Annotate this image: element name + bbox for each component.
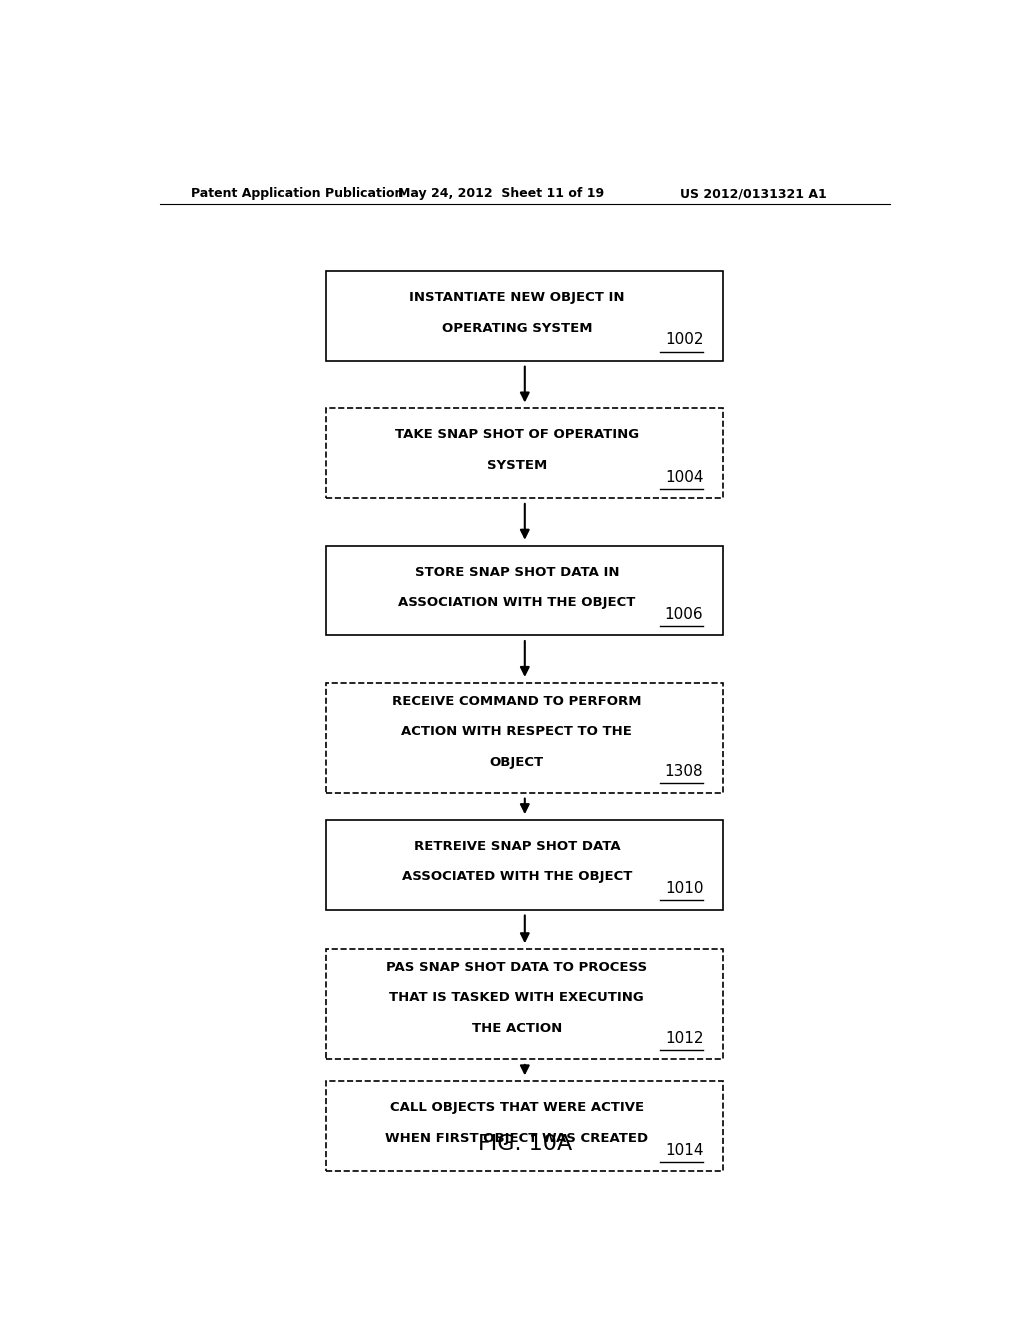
Text: ASSOCIATION WITH THE OBJECT: ASSOCIATION WITH THE OBJECT (398, 597, 636, 609)
Text: FIG. 10A: FIG. 10A (477, 1134, 572, 1155)
Text: ASSOCIATED WITH THE OBJECT: ASSOCIATED WITH THE OBJECT (401, 870, 632, 883)
FancyBboxPatch shape (327, 408, 723, 498)
Text: THAT IS TASKED WITH EXECUTING: THAT IS TASKED WITH EXECUTING (389, 991, 644, 1005)
Text: Patent Application Publication: Patent Application Publication (191, 187, 403, 201)
Text: 1004: 1004 (665, 470, 703, 484)
Text: OPERATING SYSTEM: OPERATING SYSTEM (441, 322, 592, 335)
Text: ACTION WITH RESPECT TO THE: ACTION WITH RESPECT TO THE (401, 725, 632, 738)
FancyBboxPatch shape (327, 820, 723, 909)
Text: WHEN FIRST OBJECT WAS CREATED: WHEN FIRST OBJECT WAS CREATED (385, 1131, 648, 1144)
Text: 1012: 1012 (665, 1031, 703, 1045)
Text: May 24, 2012  Sheet 11 of 19: May 24, 2012 Sheet 11 of 19 (398, 187, 604, 201)
Text: RECEIVE COMMAND TO PERFORM: RECEIVE COMMAND TO PERFORM (392, 694, 642, 708)
Text: US 2012/0131321 A1: US 2012/0131321 A1 (680, 187, 826, 201)
Text: PAS SNAP SHOT DATA TO PROCESS: PAS SNAP SHOT DATA TO PROCESS (386, 961, 647, 974)
FancyBboxPatch shape (327, 682, 723, 792)
FancyBboxPatch shape (327, 1081, 723, 1171)
Text: SYSTEM: SYSTEM (486, 459, 547, 471)
Text: OBJECT: OBJECT (489, 755, 544, 768)
Text: INSTANTIATE NEW OBJECT IN: INSTANTIATE NEW OBJECT IN (410, 292, 625, 304)
Text: 1010: 1010 (665, 882, 703, 896)
Text: THE ACTION: THE ACTION (472, 1022, 562, 1035)
FancyBboxPatch shape (327, 271, 723, 360)
Text: TAKE SNAP SHOT OF OPERATING: TAKE SNAP SHOT OF OPERATING (395, 429, 639, 441)
Text: 1002: 1002 (665, 333, 703, 347)
Text: STORE SNAP SHOT DATA IN: STORE SNAP SHOT DATA IN (415, 565, 620, 578)
Text: CALL OBJECTS THAT WERE ACTIVE: CALL OBJECTS THAT WERE ACTIVE (390, 1101, 644, 1114)
Text: 1308: 1308 (665, 764, 703, 779)
Text: 1014: 1014 (665, 1143, 703, 1158)
Text: RETREIVE SNAP SHOT DATA: RETREIVE SNAP SHOT DATA (414, 840, 621, 853)
Text: 1006: 1006 (665, 607, 703, 622)
FancyBboxPatch shape (327, 545, 723, 635)
FancyBboxPatch shape (327, 949, 723, 1059)
